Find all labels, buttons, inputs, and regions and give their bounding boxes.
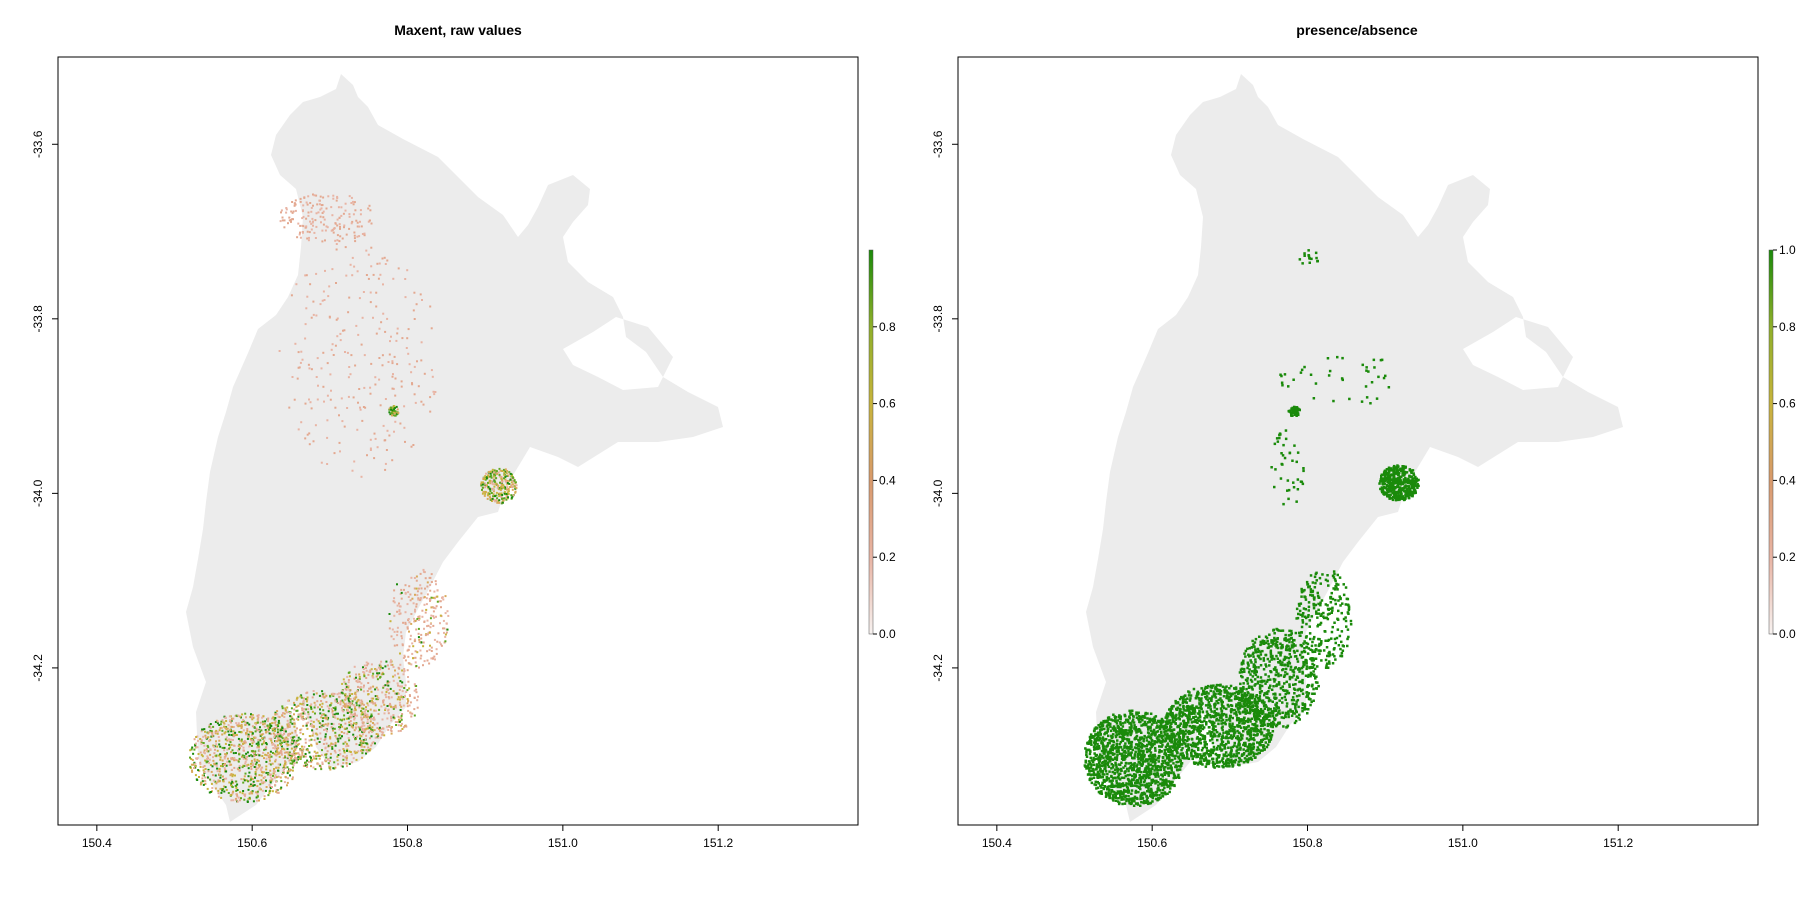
x-tick-label: 150.6 <box>1137 836 1167 850</box>
legend-tick-label: 0.8 <box>1779 320 1796 334</box>
legend-tick-label: 0.0 <box>879 627 896 641</box>
x-tick-label: 150.6 <box>237 836 267 850</box>
legend-tick-label: 0.2 <box>879 550 896 564</box>
legend-tick-label: 0.2 <box>1779 550 1796 564</box>
x-axis: 150.4 150.6 150.8 151.0 151.2 <box>82 825 734 850</box>
map-area <box>958 57 1758 825</box>
y-axis: -33.6 -33.8 -34.0 -34.2 <box>931 130 958 682</box>
color-legend: 0.0 0.2 0.4 0.6 0.8 1.0 <box>1768 243 1796 641</box>
suitability-patches <box>189 193 518 803</box>
color-legend: 0.0 0.2 0.4 0.6 0.8 <box>868 249 896 641</box>
x-tick-label: 151.0 <box>548 836 578 850</box>
x-tick-label: 150.4 <box>82 836 112 850</box>
x-tick-label: 151.0 <box>1448 836 1478 850</box>
x-tick-label: 150.4 <box>982 836 1012 850</box>
y-tick-label: -33.6 <box>931 130 945 158</box>
y-tick-label: -34.0 <box>31 479 45 507</box>
map-area <box>58 57 858 825</box>
legend-colorbar <box>868 249 874 635</box>
y-tick-label: -34.2 <box>31 654 45 682</box>
presence-patches <box>1083 249 1420 807</box>
x-tick-label: 151.2 <box>703 836 733 850</box>
y-tick-label: -34.0 <box>931 479 945 507</box>
panel-title: presence/absence <box>1296 22 1418 38</box>
maxent-panel: Maxent, raw values 150.4 150.6 150.8 151.0 1… <box>31 22 896 850</box>
plot-frame <box>957 56 1759 826</box>
x-tick-label: 150.8 <box>392 836 422 850</box>
x-tick-label: 151.2 <box>1603 836 1633 850</box>
presence-absence-panel: presence/absence 150.4 150.6 150.8 151.0 151… <box>931 22 1796 850</box>
x-tick-label: 150.8 <box>1292 836 1322 850</box>
y-axis: -33.6 -33.8 -34.0 -34.2 <box>31 130 58 682</box>
y-tick-label: -33.8 <box>31 305 45 333</box>
legend-tick-label: 0.0 <box>1779 627 1796 641</box>
y-tick-label: -33.8 <box>931 305 945 333</box>
legend-tick-label: 0.4 <box>1779 473 1796 487</box>
legend-tick-label: 0.4 <box>879 473 896 487</box>
legend-tick-label: 0.6 <box>1779 397 1796 411</box>
x-axis: 150.4 150.6 150.8 151.0 151.2 <box>982 825 1634 850</box>
y-tick-label: -33.6 <box>31 130 45 158</box>
legend-colorbar <box>1768 249 1774 635</box>
y-tick-label: -34.2 <box>931 654 945 682</box>
plot-frame <box>57 56 859 826</box>
legend-tick-label: 0.8 <box>879 320 896 334</box>
legend-tick-label: 0.6 <box>879 397 896 411</box>
legend-tick-label: 1.0 <box>1779 243 1796 257</box>
panel-title: Maxent, raw values <box>394 22 522 38</box>
